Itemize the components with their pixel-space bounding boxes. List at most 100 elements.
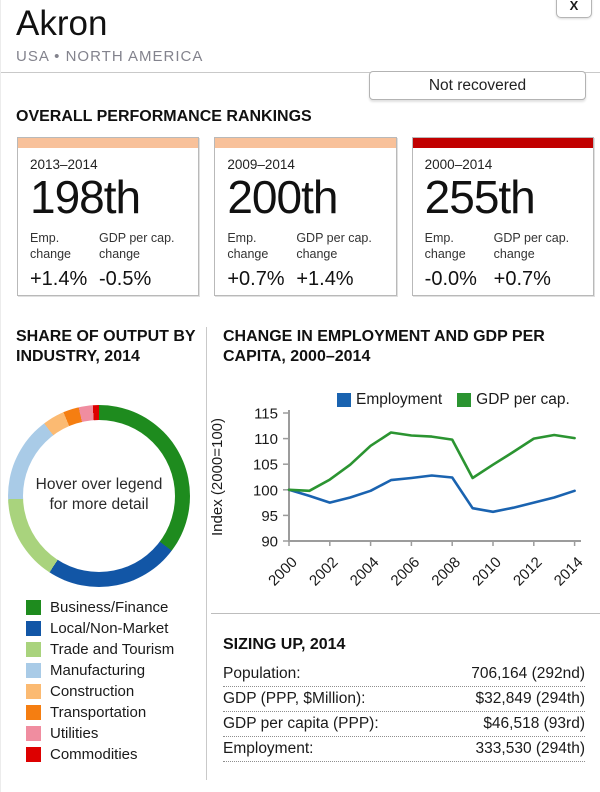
legend-item[interactable]: Manufacturing — [26, 660, 174, 681]
svg-text:100: 100 — [253, 482, 278, 499]
stat-value: -0.0% — [424, 268, 477, 291]
legend-swatch — [337, 393, 351, 407]
legend-label: Manufacturing — [50, 662, 146, 679]
card-period: 2009–2014 — [227, 157, 295, 172]
svg-text:2002: 2002 — [306, 554, 342, 590]
stat-value: +0.7% — [227, 268, 285, 291]
stat-value: +1.4% — [30, 268, 88, 291]
row-label: GDP (PPP, $Million): — [223, 690, 366, 707]
legend-item[interactable]: Trade and Tourism — [26, 639, 174, 660]
page-subtitle: USA • NORTH AMERICA — [16, 48, 204, 65]
card-period: 2000–2014 — [424, 157, 493, 172]
card-rank: 200th — [227, 171, 338, 223]
svg-text:110: 110 — [254, 431, 278, 448]
legend-swatch — [26, 663, 41, 678]
card-stat: GDP per cap. change +1.4% — [296, 231, 383, 291]
legend-label: GDP per cap. — [476, 391, 570, 408]
legend-item[interactable]: Utilities — [26, 723, 174, 744]
legend-item[interactable]: Local/Non-Market — [26, 618, 174, 639]
card-stat: Emp. change +1.4% — [30, 231, 88, 291]
stat-label: GDP per cap. change — [99, 231, 175, 261]
row-label: Employment: — [223, 740, 314, 757]
legend-label: Transportation — [50, 704, 147, 721]
y-axis-label: Index (2000=100) — [209, 418, 226, 537]
stat-label: Emp. change — [424, 231, 466, 261]
row-label: Population: — [223, 665, 301, 682]
legend-swatch — [26, 726, 41, 741]
stat-label: Emp. change — [227, 231, 269, 261]
ranking-card: 2000–2014 255th Emp. change -0.0% GDP pe… — [411, 137, 594, 296]
card-period: 2013–2014 — [30, 157, 98, 172]
card-stat: Emp. change +0.7% — [227, 231, 285, 291]
legend-swatch — [26, 747, 41, 762]
row-value: $32,849 (294th) — [475, 690, 585, 707]
legend-item[interactable]: Employment — [337, 391, 442, 409]
legend-item[interactable]: Transportation — [26, 702, 174, 723]
industry-chart-title: SHARE OF OUTPUT BY INDUSTRY, 2014 — [16, 328, 196, 365]
line-chart-title: CHANGE IN EMPLOYMENT AND GDP PER CAPITA,… — [223, 328, 545, 365]
legend-item[interactable]: Business/Finance — [26, 597, 174, 618]
card-rank: 198th — [30, 171, 141, 223]
card-accent-bar — [18, 138, 199, 148]
sizing-table: Population: 706,164 (292nd) GDP (PPP, $Mi… — [223, 662, 585, 762]
svg-text:90: 90 — [261, 534, 278, 551]
stat-value: +0.7% — [493, 268, 551, 291]
svg-text:2014: 2014 — [551, 554, 587, 590]
right-section-divider — [211, 613, 600, 614]
legend-label: Trade and Tourism — [50, 641, 175, 658]
stat-label: GDP per cap. change — [493, 231, 570, 261]
vertical-divider — [206, 327, 207, 780]
card-rank: 255th — [424, 171, 536, 223]
donut-chart[interactable] — [8, 405, 190, 587]
industry-legend: Business/Finance Local/Non-Market Trade … — [26, 597, 174, 765]
legend-swatch — [26, 621, 41, 636]
rankings-heading: OVERALL PERFORMANCE RANKINGS — [16, 108, 312, 125]
svg-text:2012: 2012 — [510, 554, 546, 590]
line-chart-legend: Employment GDP per cap. — [337, 391, 570, 409]
table-row: Employment: 333,530 (294th) — [223, 737, 585, 762]
legend-swatch — [26, 600, 41, 615]
sizing-heading: SIZING UP, 2014 — [223, 636, 346, 653]
legend-item[interactable]: GDP per cap. — [457, 391, 570, 409]
recovery-status-button[interactable]: Not recovered — [369, 71, 586, 100]
status-badge: Not recovered — [428, 76, 527, 94]
stat-label: GDP per cap. change — [296, 231, 372, 261]
svg-text:95: 95 — [261, 508, 278, 525]
line-chart: 115 110 105 100 95 90 2000 2002 2004 2006 2008 2010… — [253, 407, 587, 590]
svg-text:2004: 2004 — [347, 554, 383, 590]
card-stat: GDP per cap. change -0.5% — [99, 231, 186, 291]
row-label: GDP per capita (PPP): — [223, 715, 379, 732]
donut-center-note: Hover over legend for more detail — [35, 476, 163, 514]
stat-value: -0.5% — [99, 268, 152, 291]
svg-text:105: 105 — [253, 457, 278, 474]
svg-text:2000: 2000 — [265, 554, 301, 590]
card-stat: Emp. change -0.0% — [425, 231, 481, 291]
legend-label: Employment — [356, 391, 443, 408]
legend-label: Commodities — [50, 746, 138, 763]
close-button[interactable]: X — [556, 0, 592, 18]
page-title: Akron — [16, 4, 108, 43]
row-value: 333,530 (294th) — [475, 740, 585, 757]
legend-item[interactable]: Commodities — [26, 744, 174, 765]
card-stat: GDP per cap. change +0.7% — [494, 231, 581, 291]
row-value: 706,164 (292nd) — [471, 665, 585, 682]
svg-text:2010: 2010 — [469, 554, 505, 590]
card-accent-bar — [215, 138, 396, 148]
svg-text:2006: 2006 — [388, 554, 424, 590]
table-row: GDP (PPP, $Million): $32,849 (294th) — [223, 687, 585, 712]
row-value: $46,518 (93rd) — [483, 715, 585, 732]
svg-text:115: 115 — [254, 407, 278, 423]
stat-label: Emp. change — [30, 231, 72, 261]
header-divider — [1, 72, 600, 73]
table-row: Population: 706,164 (292nd) — [223, 662, 585, 687]
legend-swatch — [26, 684, 41, 699]
legend-label: Local/Non-Market — [50, 620, 169, 637]
ranking-card: 2009–2014 200th Emp. change +0.7% GDP pe… — [214, 137, 397, 296]
svg-text:2008: 2008 — [428, 554, 464, 590]
card-accent-bar — [412, 138, 593, 148]
legend-label: Construction — [50, 683, 135, 700]
close-icon: X — [569, 0, 579, 13]
legend-item[interactable]: Construction — [26, 681, 174, 702]
stat-value: +1.4% — [296, 268, 354, 291]
